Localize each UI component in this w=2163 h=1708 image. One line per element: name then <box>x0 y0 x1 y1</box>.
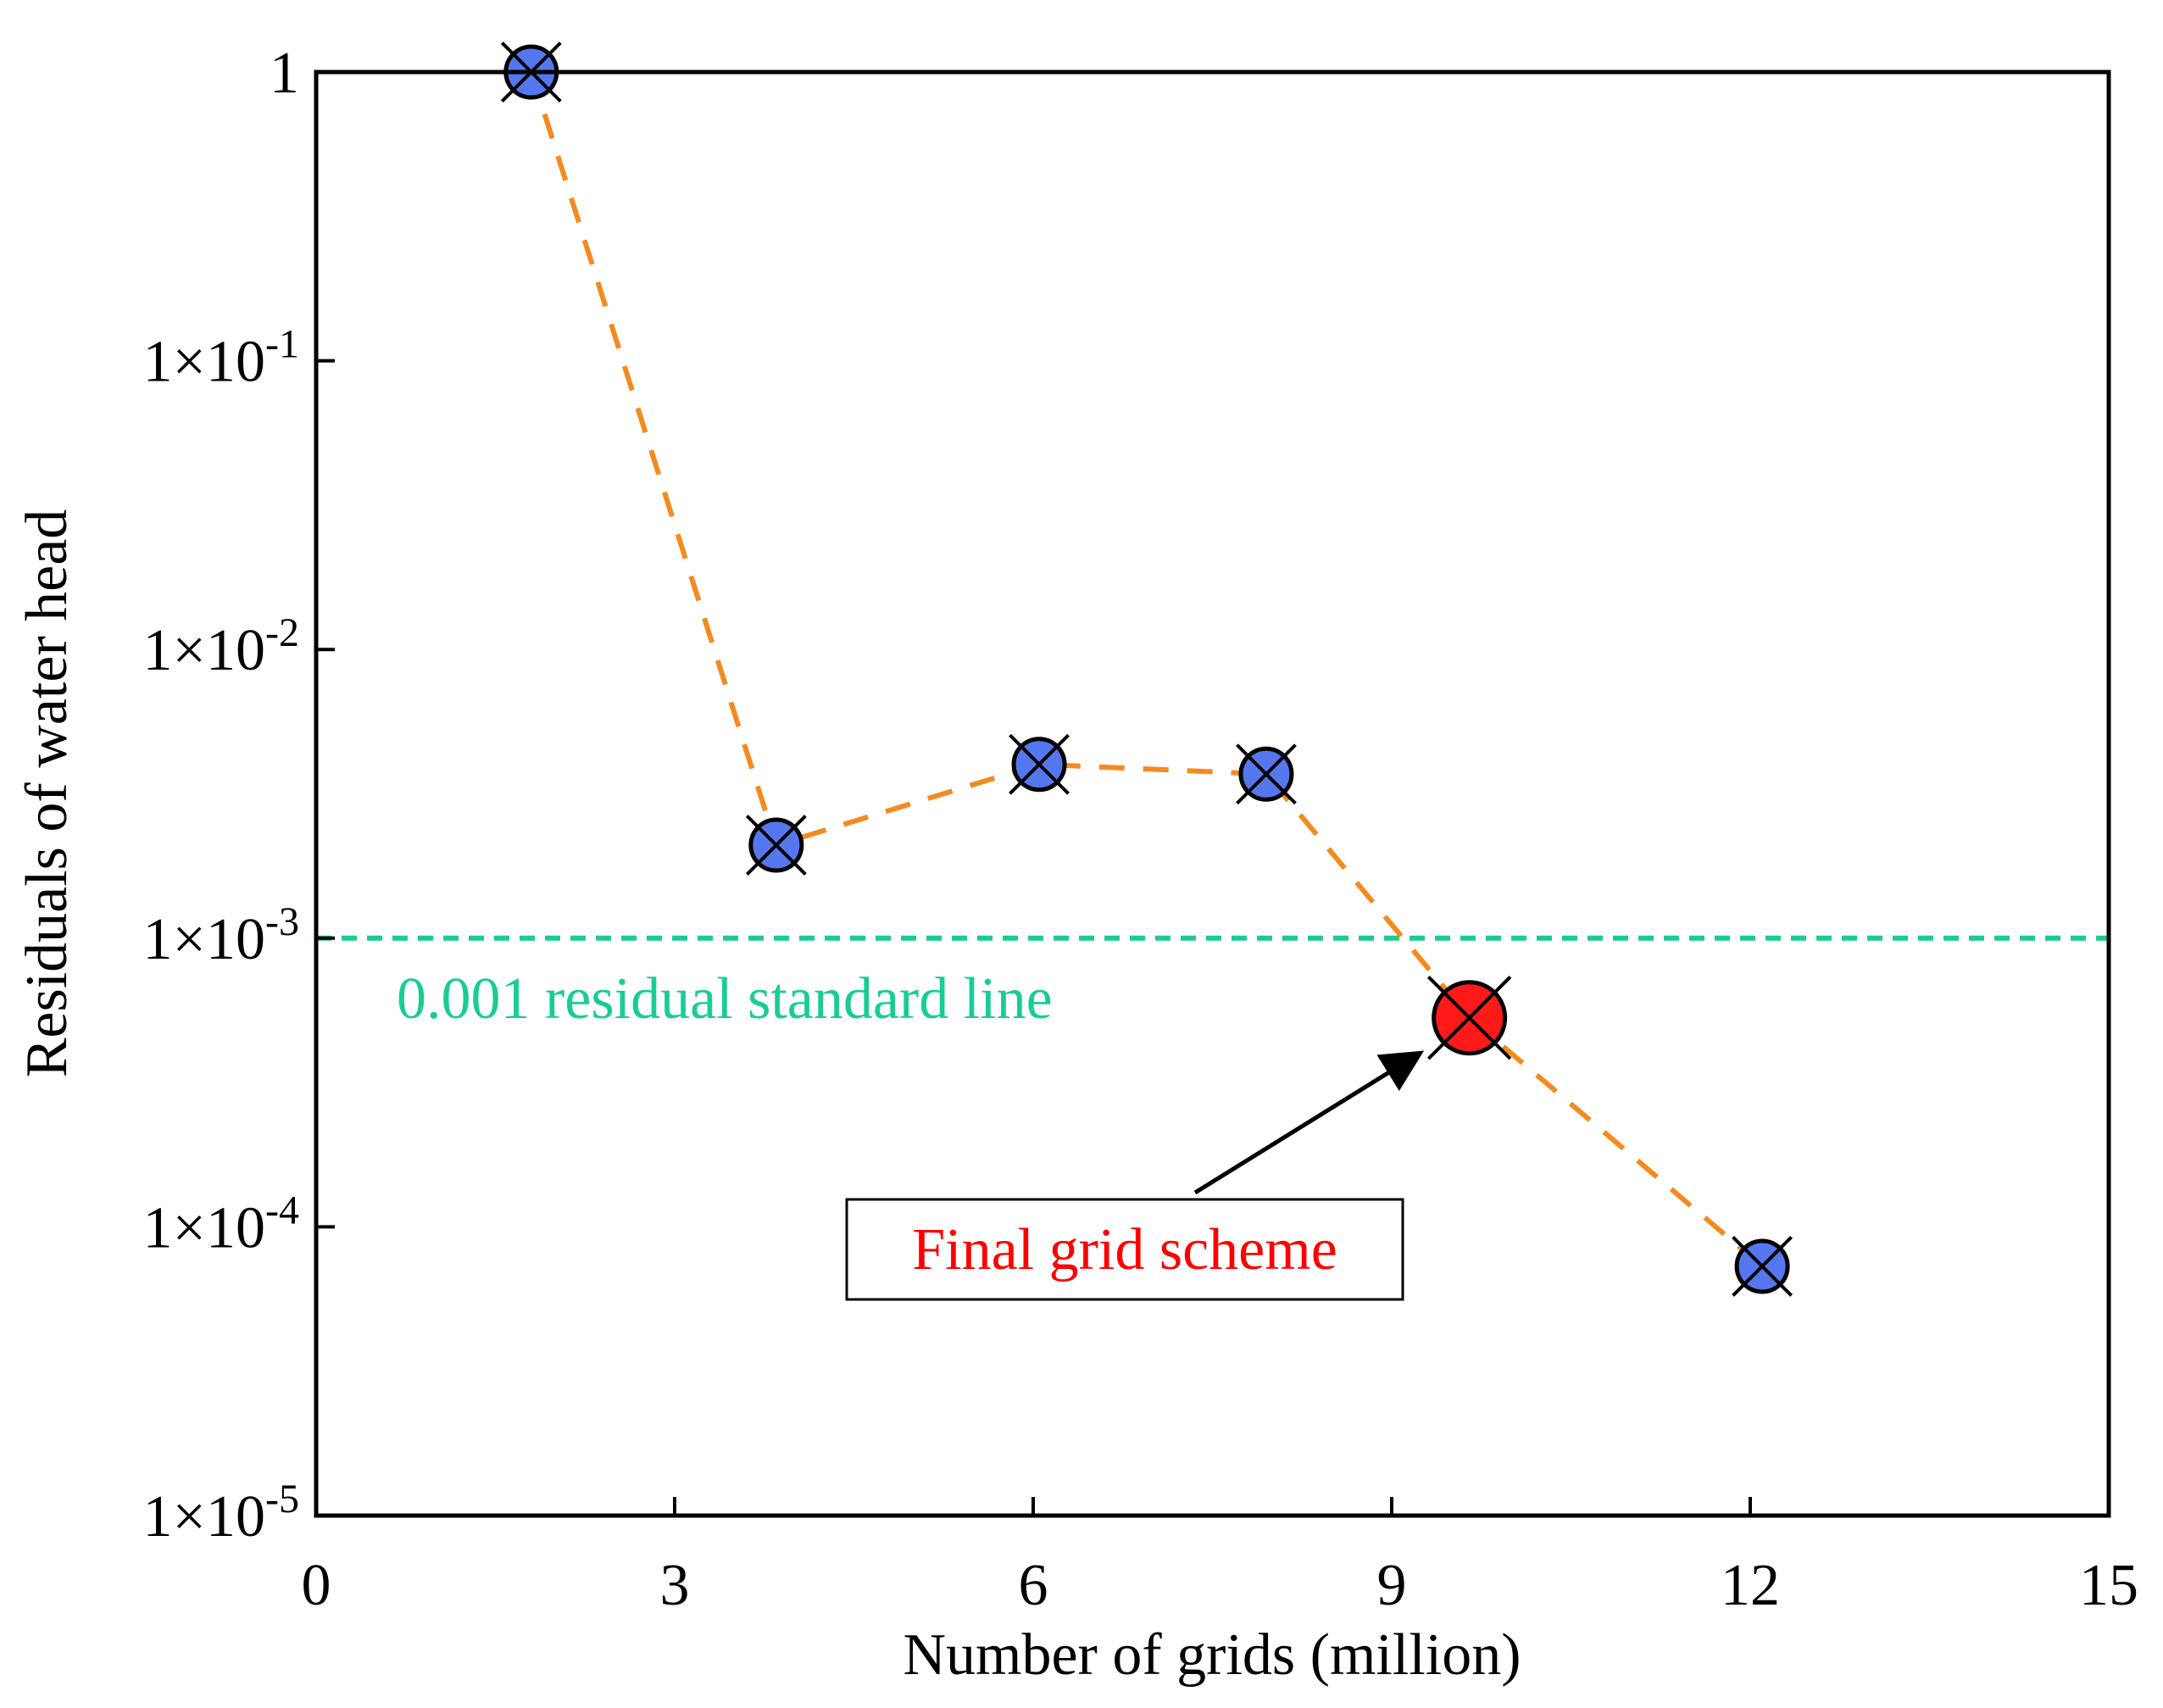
annotation-label: Final grid scheme <box>912 1217 1337 1282</box>
x-tick-label: 0 <box>302 1553 331 1618</box>
reference-line-label: 0.001 residual standard line <box>397 966 1053 1032</box>
data-point <box>1236 743 1297 805</box>
y-tick-exponent: -1 <box>265 322 299 367</box>
annotation-arrow <box>1193 1050 1425 1195</box>
y-tick-exponent: -2 <box>265 610 299 655</box>
data-point-cross <box>1732 1236 1793 1297</box>
annotation-box <box>845 1198 1404 1301</box>
data-point-cross <box>1236 743 1297 805</box>
x-tick-label: 15 <box>2079 1553 2138 1618</box>
x-axis-title: Number of grids (million) <box>903 1622 1521 1688</box>
highlight-point <box>1426 975 1512 1060</box>
x-tick-label: 6 <box>1019 1553 1048 1618</box>
y-tick-label: 1×10-1 <box>143 322 299 395</box>
x-tick-label: 9 <box>1377 1553 1407 1618</box>
y-tick-exponent: -4 <box>265 1188 299 1232</box>
y-tick-label: 1×10-5 <box>143 1477 299 1549</box>
y-tick-label: 1×10-2 <box>143 610 299 683</box>
data-point <box>1009 733 1070 795</box>
y-tick-label: 1×10-4 <box>143 1188 299 1260</box>
y-tick-exponent: -5 <box>265 1477 299 1522</box>
data-point-cross <box>745 815 807 876</box>
y-tick-exponent: -3 <box>265 899 299 944</box>
y-axis-title: Residuals of water head <box>14 509 80 1078</box>
series-line <box>528 71 1765 1269</box>
data-point <box>745 815 807 876</box>
plot-frame <box>314 70 2111 1518</box>
x-tick-label: 3 <box>660 1553 690 1618</box>
data-point-cross <box>1009 733 1070 795</box>
y-tick-label: 1 <box>270 41 299 106</box>
data-point <box>1732 1236 1793 1297</box>
data-point-cross <box>1426 975 1512 1060</box>
x-tick-label: 12 <box>1721 1553 1780 1618</box>
y-tick-label: 1×10-3 <box>143 899 299 972</box>
